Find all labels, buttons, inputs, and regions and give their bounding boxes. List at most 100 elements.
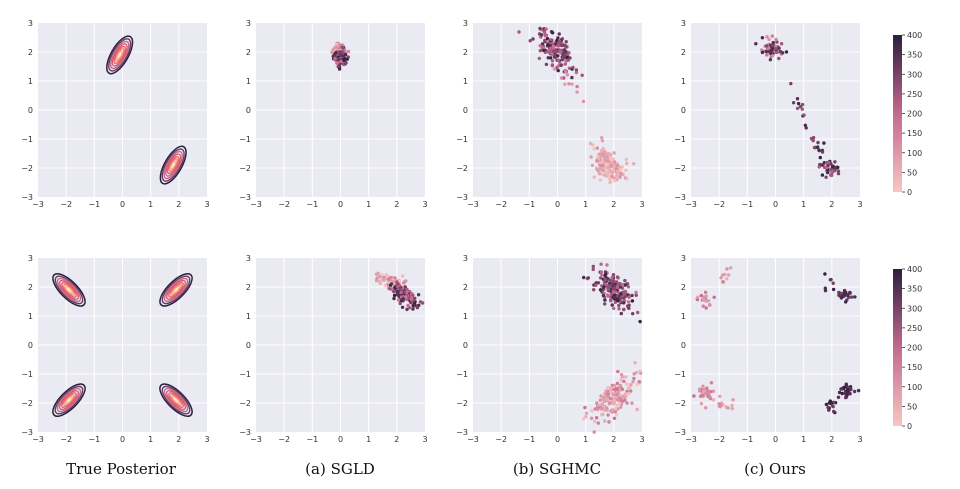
sample-point	[607, 420, 611, 424]
contour-line	[172, 396, 180, 405]
x-tick-label: 3	[857, 200, 862, 209]
sample-point	[719, 276, 723, 280]
caption-true-posterior: True Posterior	[66, 460, 177, 478]
sample-point	[583, 405, 587, 410]
sample-point	[405, 287, 409, 291]
sample-point	[570, 75, 574, 80]
sample-point	[413, 296, 417, 300]
sample-point	[856, 388, 861, 393]
sample-point	[844, 395, 848, 400]
sample-point	[718, 394, 722, 398]
y-tick-label: −2	[674, 399, 686, 408]
sample-point	[567, 66, 572, 70]
sample-point	[631, 312, 635, 316]
sample-point	[567, 82, 571, 86]
sample-point	[611, 168, 615, 172]
sample-point	[538, 26, 542, 31]
panel-row1-sghmc: −3−3 −2 −2 −1 −1 0 0 1 1 2 2 3 3	[456, 19, 644, 209]
x-tick-label: −3	[250, 200, 262, 209]
x-tick-label: 0	[338, 435, 343, 444]
sample-point	[626, 304, 630, 308]
captions: True Posterior (a) SGLD (b) SGHMC (c) Ou…	[66, 460, 806, 478]
contour-mode-4	[159, 383, 193, 417]
sample-point	[623, 292, 627, 296]
sample-point	[543, 38, 547, 43]
x-tick-label: −2	[278, 200, 290, 209]
x-tick-label: −2	[278, 435, 290, 444]
sample-point	[704, 299, 708, 303]
sample-point	[625, 401, 629, 405]
sample-point	[551, 44, 556, 48]
sample-point	[607, 402, 611, 406]
contour-line	[159, 383, 193, 417]
sample-point	[557, 39, 562, 44]
sample-point	[623, 283, 627, 287]
sample-point	[606, 152, 610, 156]
sample-point	[400, 305, 405, 309]
sample-point	[608, 278, 612, 282]
y-tick-label: 3	[463, 254, 468, 263]
sample-point	[852, 389, 857, 394]
sample-point	[774, 47, 778, 51]
sample-point	[378, 275, 382, 279]
caption-sghmc: (b) SGHMC	[513, 460, 601, 478]
sample-point	[700, 393, 704, 398]
colorbar-tick-label: 150	[907, 129, 922, 138]
sample-point	[334, 42, 339, 47]
sample-point	[822, 141, 826, 145]
sample-point	[546, 50, 550, 54]
sample-point	[627, 385, 631, 390]
y-tick-label: −2	[456, 399, 468, 408]
y-tick-label: 0	[28, 341, 33, 350]
sample-point	[622, 398, 627, 403]
sample-point	[824, 175, 828, 179]
sample-point	[603, 278, 607, 282]
x-tick-label: 2	[176, 435, 181, 444]
sample-point	[581, 99, 586, 104]
sample-point	[603, 298, 607, 302]
contour-mode-1	[106, 35, 134, 75]
sample-point	[633, 361, 637, 365]
sample-point	[820, 173, 825, 177]
sample-point	[556, 54, 560, 58]
sample-point	[610, 303, 614, 307]
x-tick-label: 3	[204, 200, 209, 209]
sample-point	[560, 76, 564, 80]
y-tick-label: −3	[456, 428, 468, 437]
colorbar-1: 0 50 100 150 200 250 300 350 400	[893, 31, 922, 197]
sample-point	[634, 293, 638, 297]
sample-point	[704, 306, 708, 310]
sample-point	[615, 298, 619, 302]
sample-point	[557, 32, 561, 36]
sample-point	[632, 372, 636, 376]
sample-point	[609, 386, 614, 390]
sample-point	[563, 82, 567, 86]
scatter-points	[330, 41, 351, 71]
sample-point	[599, 262, 603, 266]
sample-point	[586, 276, 590, 280]
sample-point	[388, 287, 392, 291]
x-tick-label: 1	[366, 200, 371, 209]
sample-point	[375, 277, 379, 281]
sample-point	[632, 162, 636, 166]
sample-point	[604, 406, 609, 410]
sample-point	[615, 403, 619, 407]
contour-line	[117, 52, 122, 58]
sample-point	[595, 146, 599, 150]
sample-point	[704, 406, 708, 410]
sample-point	[768, 58, 773, 62]
sample-point	[699, 401, 704, 406]
x-tick-label: −1	[88, 200, 100, 209]
sample-point	[531, 37, 535, 41]
sample-point	[848, 392, 852, 396]
sample-point	[415, 305, 420, 310]
sample-point	[619, 405, 623, 409]
sample-point	[637, 380, 641, 384]
caption-ours: (c) Ours	[744, 460, 806, 478]
sample-point	[618, 401, 622, 406]
sample-point	[709, 389, 713, 394]
caption-sgld: (a) SGLD	[305, 460, 375, 478]
sample-point	[623, 395, 628, 399]
panel-row2-sgld: −3−3 −2 −2 −1 −1 0 0 1 1 2 2 3 3	[239, 254, 427, 444]
y-tick-label: 1	[28, 312, 33, 321]
